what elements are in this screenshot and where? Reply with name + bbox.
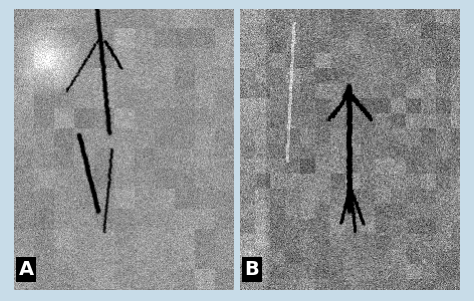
Text: B: B <box>244 260 259 279</box>
Text: A: A <box>18 260 34 279</box>
